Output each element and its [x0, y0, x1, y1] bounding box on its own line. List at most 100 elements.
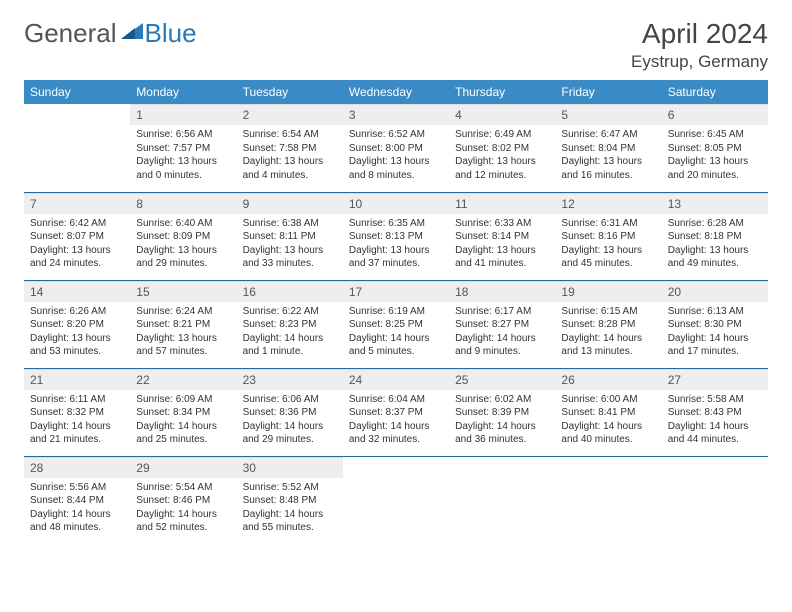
sunrise-text: Sunrise: 5:58 AM [668, 393, 762, 407]
sunset-text: Sunset: 8:20 PM [30, 318, 124, 332]
month-title: April 2024 [631, 18, 768, 50]
sunrise-text: Sunrise: 6:49 AM [455, 128, 549, 142]
sunset-text: Sunset: 8:46 PM [136, 494, 230, 508]
day-number: 8 [130, 193, 236, 214]
sunrise-text: Sunrise: 6:11 AM [30, 393, 124, 407]
sunset-text: Sunset: 8:25 PM [349, 318, 443, 332]
day-number: 29 [130, 457, 236, 478]
calendar-week-row: 28Sunrise: 5:56 AMSunset: 8:44 PMDayligh… [24, 456, 768, 544]
sunrise-text: Sunrise: 6:04 AM [349, 393, 443, 407]
calendar-day-cell: 1Sunrise: 6:56 AMSunset: 7:57 PMDaylight… [130, 104, 236, 192]
day-body: Sunrise: 6:28 AMSunset: 8:18 PMDaylight:… [662, 214, 768, 277]
day-number: 13 [662, 193, 768, 214]
day-number: 26 [555, 369, 661, 390]
daylight-line2: and 20 minutes. [668, 169, 762, 183]
calendar-day-cell: 6Sunrise: 6:45 AMSunset: 8:05 PMDaylight… [662, 104, 768, 192]
day-body: Sunrise: 6:15 AMSunset: 8:28 PMDaylight:… [555, 302, 661, 365]
sunrise-text: Sunrise: 6:06 AM [243, 393, 337, 407]
day-number: 14 [24, 281, 130, 302]
daylight-line1: Daylight: 13 hours [136, 155, 230, 169]
day-body: Sunrise: 6:17 AMSunset: 8:27 PMDaylight:… [449, 302, 555, 365]
sunrise-text: Sunrise: 6:40 AM [136, 217, 230, 231]
sunrise-text: Sunrise: 5:52 AM [243, 481, 337, 495]
day-body: Sunrise: 6:47 AMSunset: 8:04 PMDaylight:… [555, 125, 661, 188]
sunset-text: Sunset: 8:16 PM [561, 230, 655, 244]
daylight-line2: and 29 minutes. [136, 257, 230, 271]
calendar-day-cell [662, 456, 768, 544]
sunset-text: Sunset: 8:43 PM [668, 406, 762, 420]
daylight-line2: and 17 minutes. [668, 345, 762, 359]
day-number: 5 [555, 104, 661, 125]
calendar-day-cell: 7Sunrise: 6:42 AMSunset: 8:07 PMDaylight… [24, 192, 130, 280]
header: General Blue April 2024 Eystrup, Germany [24, 18, 768, 72]
weekday-header: Monday [130, 80, 236, 104]
calendar-day-cell: 23Sunrise: 6:06 AMSunset: 8:36 PMDayligh… [237, 368, 343, 456]
day-body: Sunrise: 5:54 AMSunset: 8:46 PMDaylight:… [130, 478, 236, 541]
day-body: Sunrise: 5:56 AMSunset: 8:44 PMDaylight:… [24, 478, 130, 541]
day-number: 16 [237, 281, 343, 302]
calendar-day-cell: 14Sunrise: 6:26 AMSunset: 8:20 PMDayligh… [24, 280, 130, 368]
calendar-day-cell: 9Sunrise: 6:38 AMSunset: 8:11 PMDaylight… [237, 192, 343, 280]
brand-logo: General Blue [24, 18, 197, 49]
day-number: 19 [555, 281, 661, 302]
calendar-day-cell: 18Sunrise: 6:17 AMSunset: 8:27 PMDayligh… [449, 280, 555, 368]
calendar-day-cell: 2Sunrise: 6:54 AMSunset: 7:58 PMDaylight… [237, 104, 343, 192]
daylight-line2: and 32 minutes. [349, 433, 443, 447]
calendar-day-cell [449, 456, 555, 544]
day-number: 27 [662, 369, 768, 390]
sunrise-text: Sunrise: 6:28 AM [668, 217, 762, 231]
sunrise-text: Sunrise: 6:24 AM [136, 305, 230, 319]
day-body: Sunrise: 6:31 AMSunset: 8:16 PMDaylight:… [555, 214, 661, 277]
daylight-line2: and 45 minutes. [561, 257, 655, 271]
day-number: 11 [449, 193, 555, 214]
day-number: 6 [662, 104, 768, 125]
daylight-line2: and 0 minutes. [136, 169, 230, 183]
sunset-text: Sunset: 8:11 PM [243, 230, 337, 244]
sunset-text: Sunset: 8:21 PM [136, 318, 230, 332]
daylight-line2: and 49 minutes. [668, 257, 762, 271]
sunset-text: Sunset: 8:13 PM [349, 230, 443, 244]
day-number: 21 [24, 369, 130, 390]
daylight-line2: and 21 minutes. [30, 433, 124, 447]
sunrise-text: Sunrise: 6:19 AM [349, 305, 443, 319]
daylight-line1: Daylight: 13 hours [243, 155, 337, 169]
day-body: Sunrise: 6:49 AMSunset: 8:02 PMDaylight:… [449, 125, 555, 188]
day-number: 18 [449, 281, 555, 302]
daylight-line2: and 55 minutes. [243, 521, 337, 535]
day-number: 25 [449, 369, 555, 390]
daylight-line2: and 1 minute. [243, 345, 337, 359]
calendar-day-cell: 11Sunrise: 6:33 AMSunset: 8:14 PMDayligh… [449, 192, 555, 280]
sunset-text: Sunset: 8:44 PM [30, 494, 124, 508]
weekday-header-row: Sunday Monday Tuesday Wednesday Thursday… [24, 80, 768, 104]
weekday-header: Saturday [662, 80, 768, 104]
sunrise-text: Sunrise: 6:47 AM [561, 128, 655, 142]
calendar-day-cell: 12Sunrise: 6:31 AMSunset: 8:16 PMDayligh… [555, 192, 661, 280]
daylight-line2: and 8 minutes. [349, 169, 443, 183]
daylight-line2: and 36 minutes. [455, 433, 549, 447]
calendar-day-cell: 25Sunrise: 6:02 AMSunset: 8:39 PMDayligh… [449, 368, 555, 456]
daylight-line1: Daylight: 13 hours [349, 155, 443, 169]
weekday-header: Sunday [24, 80, 130, 104]
day-body: Sunrise: 6:04 AMSunset: 8:37 PMDaylight:… [343, 390, 449, 453]
weekday-header: Friday [555, 80, 661, 104]
daylight-line1: Daylight: 13 hours [455, 155, 549, 169]
daylight-line1: Daylight: 13 hours [455, 244, 549, 258]
sunset-text: Sunset: 7:57 PM [136, 142, 230, 156]
day-body: Sunrise: 6:54 AMSunset: 7:58 PMDaylight:… [237, 125, 343, 188]
daylight-line2: and 29 minutes. [243, 433, 337, 447]
calendar-week-row: 21Sunrise: 6:11 AMSunset: 8:32 PMDayligh… [24, 368, 768, 456]
daylight-line2: and 57 minutes. [136, 345, 230, 359]
calendar-day-cell: 27Sunrise: 5:58 AMSunset: 8:43 PMDayligh… [662, 368, 768, 456]
sunset-text: Sunset: 8:09 PM [136, 230, 230, 244]
daylight-line2: and 37 minutes. [349, 257, 443, 271]
daylight-line1: Daylight: 13 hours [136, 332, 230, 346]
sunset-text: Sunset: 8:18 PM [668, 230, 762, 244]
daylight-line1: Daylight: 13 hours [243, 244, 337, 258]
daylight-line2: and 4 minutes. [243, 169, 337, 183]
day-body: Sunrise: 6:42 AMSunset: 8:07 PMDaylight:… [24, 214, 130, 277]
daylight-line1: Daylight: 14 hours [136, 420, 230, 434]
sunrise-text: Sunrise: 6:42 AM [30, 217, 124, 231]
weekday-header: Thursday [449, 80, 555, 104]
calendar-day-cell: 4Sunrise: 6:49 AMSunset: 8:02 PMDaylight… [449, 104, 555, 192]
calendar-week-row: 1Sunrise: 6:56 AMSunset: 7:57 PMDaylight… [24, 104, 768, 192]
